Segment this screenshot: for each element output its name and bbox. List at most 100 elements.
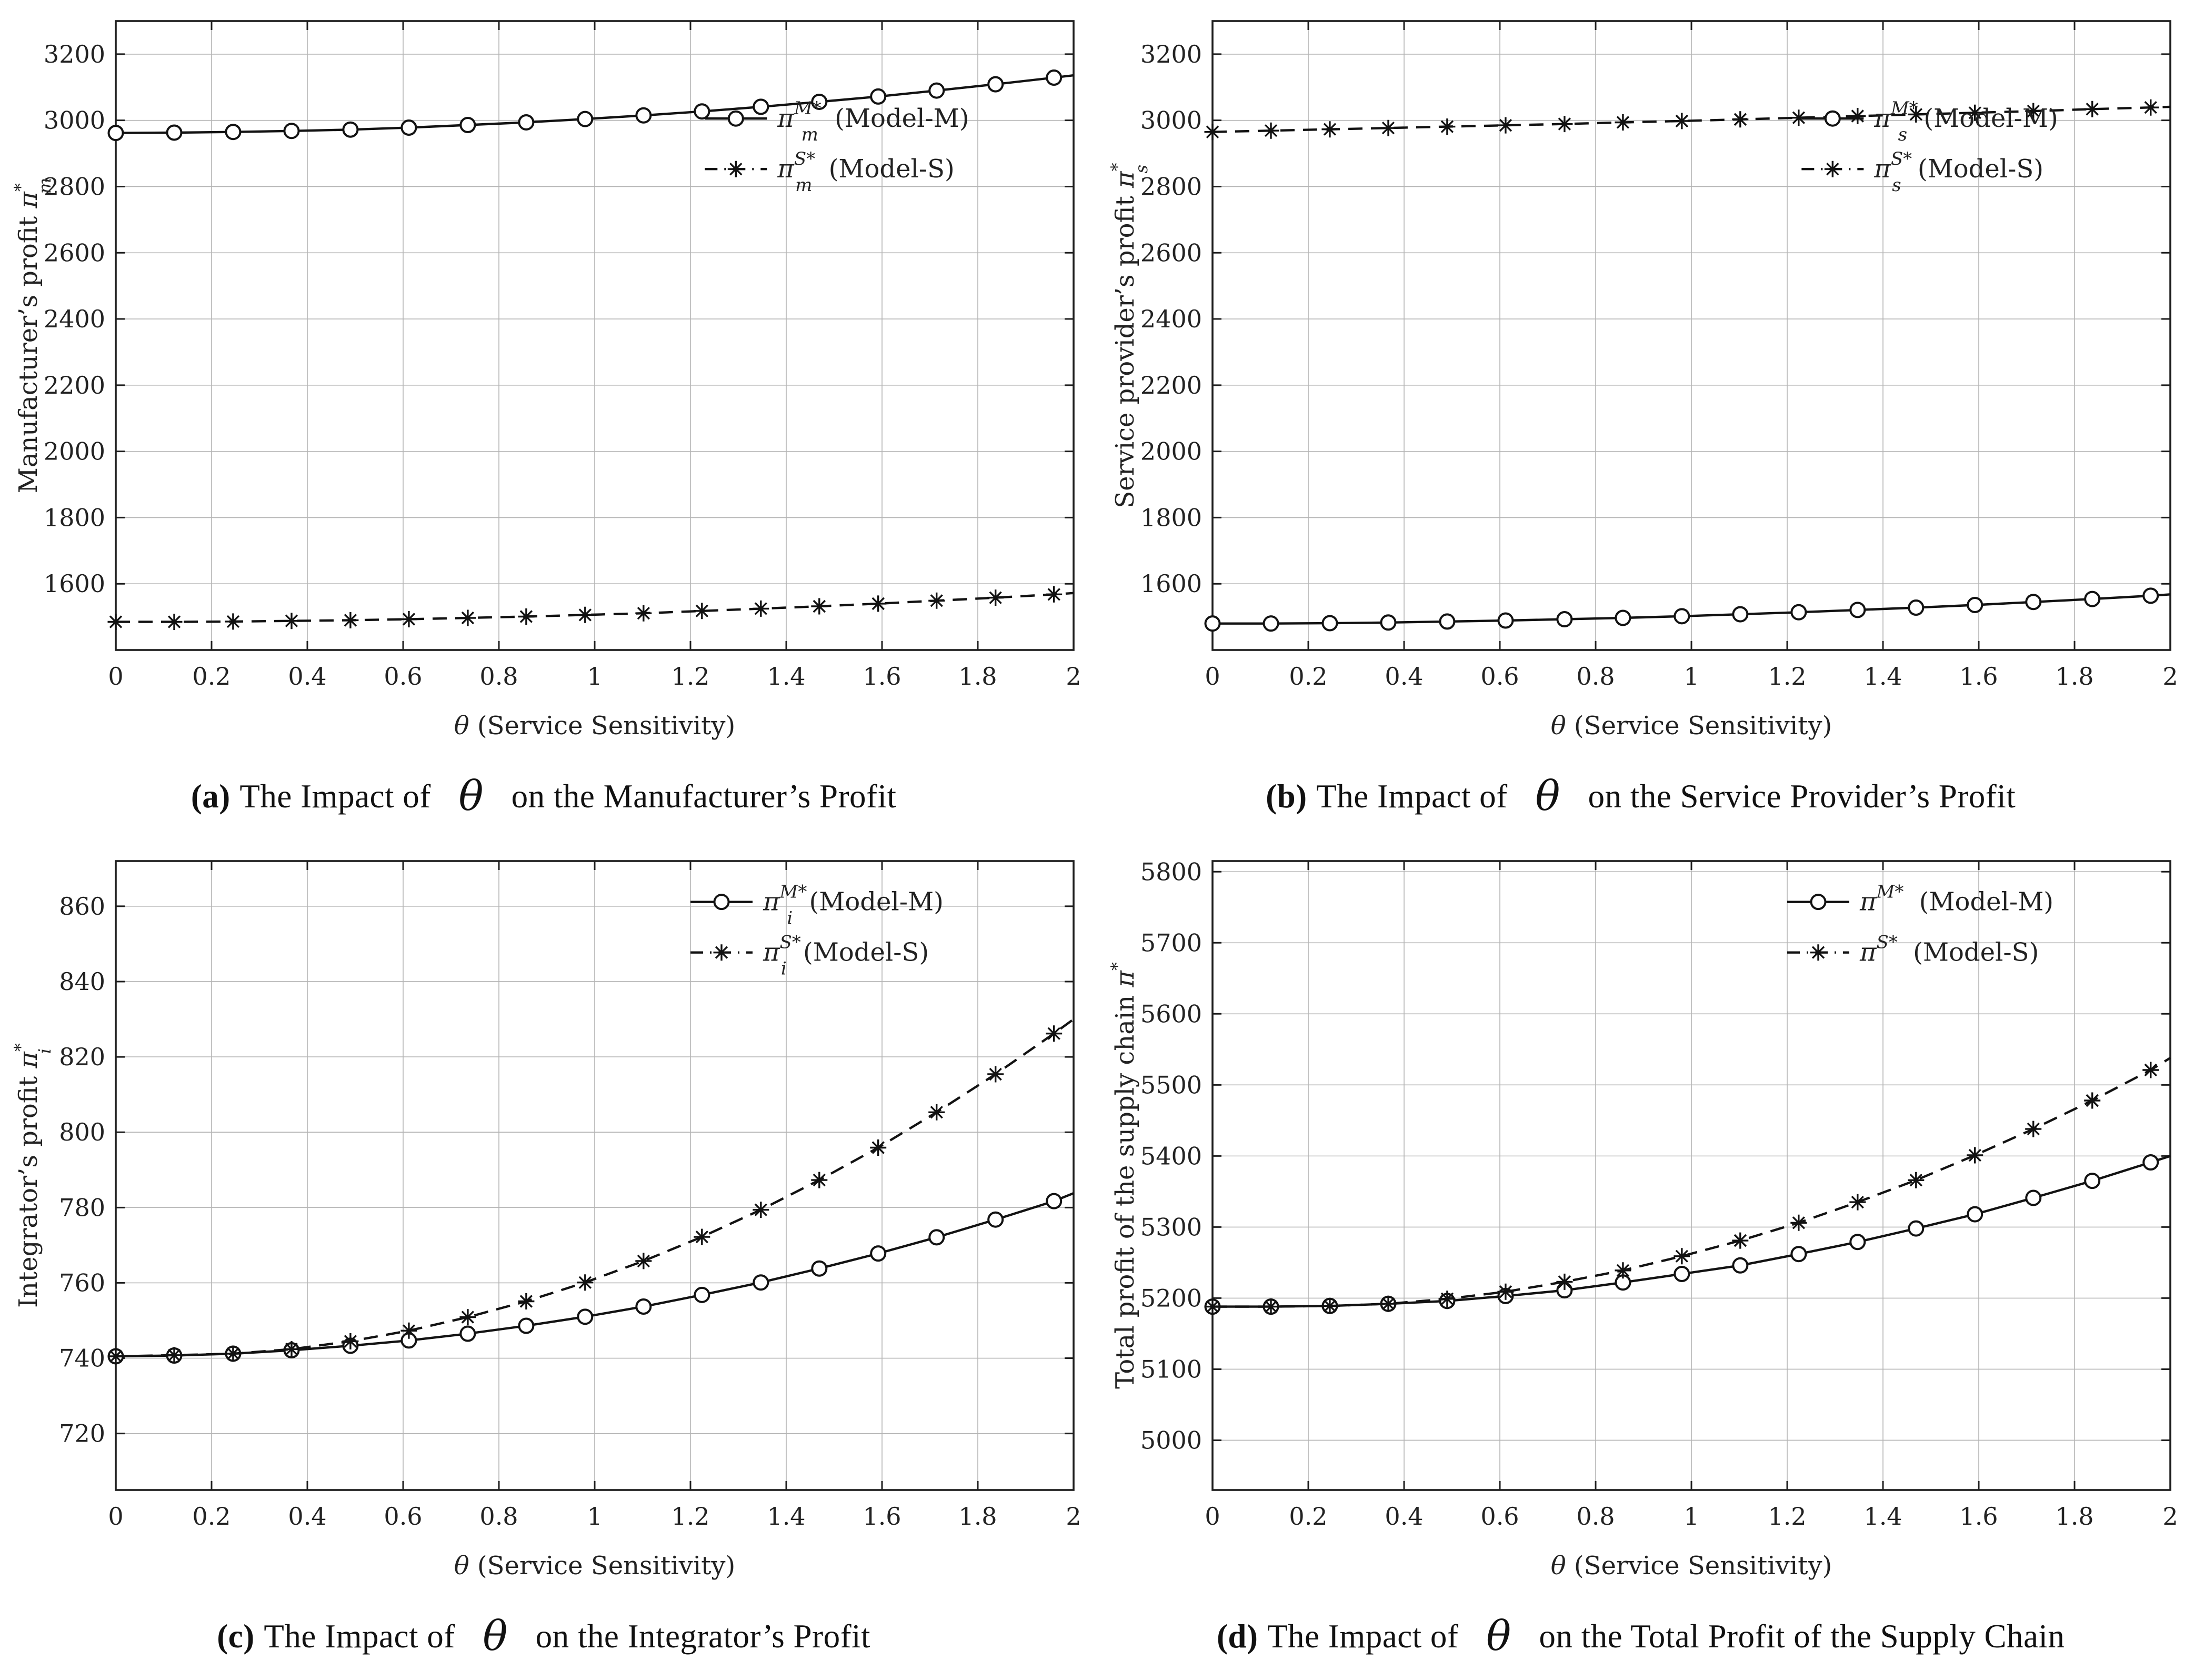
x-tick-label: 0.8 — [479, 1502, 518, 1531]
y-tick-label: 3000 — [1140, 106, 1202, 135]
asterisk-marker — [1908, 106, 1925, 123]
legend-asterisk-marker — [713, 944, 730, 961]
x-tick-label: 1.6 — [863, 1502, 901, 1531]
y-tick-label: 5200 — [1140, 1284, 1202, 1312]
caption-d: (d) The Impact of θ on the Total Profit … — [1097, 1593, 2194, 1680]
x-tick-label: 0.2 — [1289, 1502, 1327, 1531]
legend-label: πM* (Model-M) — [1859, 882, 2053, 917]
asterisk-marker — [1967, 104, 1983, 121]
circle-marker — [577, 111, 594, 127]
asterisk-marker — [1790, 109, 1807, 126]
x-tick-label: 1.8 — [2055, 662, 2093, 691]
y-tick-label: 800 — [59, 1118, 105, 1146]
circle-marker — [928, 1229, 945, 1246]
y-tick-label: 5600 — [1140, 999, 1202, 1028]
series-model-m — [1204, 587, 2171, 632]
circle-marker — [1908, 1220, 1925, 1237]
asterisk-marker — [870, 595, 887, 612]
asterisk-marker — [987, 589, 1004, 606]
circle-marker — [811, 1260, 828, 1277]
caption-paren: ( — [1216, 1617, 1228, 1655]
x-tick-label: 2 — [1066, 1502, 1081, 1531]
asterisk-marker — [1497, 1283, 1514, 1300]
circle-marker — [1556, 611, 1573, 628]
circle-marker — [1321, 615, 1338, 632]
caption-text: The Impact of — [1267, 1617, 1459, 1655]
x-tick-label: 0 — [1205, 662, 1220, 691]
asterisk-marker — [694, 1228, 710, 1245]
asterisk-marker — [1790, 1214, 1807, 1231]
x-tick-label: 0.8 — [1576, 1502, 1615, 1531]
asterisk-marker — [635, 1253, 652, 1269]
asterisk-marker — [518, 1293, 535, 1309]
theta-symbol: θ — [483, 1613, 508, 1660]
asterisk-marker — [166, 614, 183, 630]
asterisk-marker — [1046, 586, 1063, 603]
legend: πM* m (Model-M)πS* m (Model-S) — [705, 98, 969, 196]
asterisk-marker — [1046, 1025, 1063, 1042]
asterisk-marker — [694, 603, 710, 619]
chart-total-supply-chain-profit: 0 0.2 0.4 0.6 0.8 1 1.2 1.4 1.6 1.8 2 5000 5100 5200 5… — [1097, 840, 2193, 1593]
caption-paren: ( — [217, 1617, 228, 1655]
legend: πM* i (Model-M)πS* i (Model-S) — [690, 882, 944, 979]
x-tick-label: 1.2 — [671, 662, 709, 691]
asterisk-marker — [2025, 1121, 2042, 1137]
x-tick-label: 0.2 — [192, 662, 231, 691]
asterisk-marker — [400, 611, 417, 627]
y-tick-label: 5800 — [1140, 857, 1202, 886]
x-tick-label: 0 — [108, 662, 123, 691]
asterisk-marker — [225, 613, 242, 630]
asterisk-marker — [1204, 1298, 1221, 1315]
circle-marker — [1849, 1234, 1866, 1251]
y-tick-label: 2800 — [44, 172, 105, 201]
y-axis-label: Service provider’s profit π* s — [1107, 163, 1151, 508]
legend-circle-marker — [1824, 110, 1841, 127]
legend-asterisk-marker — [727, 161, 744, 177]
y-tick-label: 5100 — [1140, 1355, 1202, 1383]
y-tick-label: 2600 — [44, 238, 105, 267]
x-tick-label: 2 — [2162, 1502, 2178, 1531]
circle-marker — [987, 1211, 1004, 1228]
x-tick-label: 0 — [108, 1502, 123, 1531]
chart-background — [1097, 840, 2193, 1593]
y-tick-label: 5700 — [1140, 928, 1202, 957]
tick-marks — [1211, 861, 2171, 1490]
circle-marker — [2025, 594, 2042, 611]
tick-labels: 0 0.2 0.4 0.6 0.8 1 1.2 1.4 1.6 1.8 2 1600 1800 2000 2… — [44, 40, 1081, 691]
caption-text: on the Manufacturer’s Profit — [511, 777, 897, 815]
circle-marker — [1908, 599, 1925, 616]
theta-symbol: θ — [458, 773, 484, 820]
x-tick-label: 1 — [1684, 662, 1699, 691]
circle-marker — [987, 76, 1004, 93]
series-model-m — [107, 69, 1074, 142]
x-tick-label: 0.8 — [479, 662, 518, 691]
x-tick-label: 0.2 — [1289, 662, 1327, 691]
asterisk-marker — [1967, 1147, 1983, 1164]
panel-b: 0 0.2 0.4 0.6 0.8 1 1.2 1.4 1.6 1.8 2 1600 1800 2000 2… — [1097, 0, 2194, 840]
legend-entry-model-s: πS* (Model-S) — [1787, 932, 2039, 967]
legend-label: πM* m (Model-M) — [777, 98, 969, 145]
panel-a: 0 0.2 0.4 0.6 0.8 1 1.2 1.4 1.6 1.8 2 1600 1800 2000 2… — [0, 0, 1097, 840]
asterisk-marker — [459, 609, 476, 626]
circle-marker — [1497, 612, 1514, 629]
x-tick-label: 0 — [1205, 1502, 1220, 1531]
x-tick-label: 0.6 — [1480, 1502, 1519, 1531]
asterisk-marker — [518, 608, 535, 625]
y-tick-label: 1600 — [1140, 569, 1202, 598]
circle-marker — [753, 98, 769, 115]
caption-b: (b) The Impact of θ on the Service Provi… — [1097, 753, 2194, 840]
circle-marker — [1790, 1246, 1807, 1263]
circle-marker — [2025, 1189, 2042, 1206]
asterisk-marker — [1732, 1232, 1749, 1249]
circle-marker — [1967, 596, 1983, 613]
x-tick-label: 0.6 — [384, 1502, 422, 1531]
circle-marker — [577, 1308, 594, 1325]
caption-letter: b — [1277, 777, 1296, 815]
gridlines — [116, 861, 1074, 1490]
asterisk-marker — [1849, 1194, 1866, 1211]
asterisk-marker — [1321, 121, 1338, 138]
circle-marker — [107, 125, 124, 142]
asterisk-marker — [459, 1309, 476, 1326]
y-tick-label: 740 — [59, 1344, 105, 1373]
circle-marker — [2084, 1173, 2101, 1189]
